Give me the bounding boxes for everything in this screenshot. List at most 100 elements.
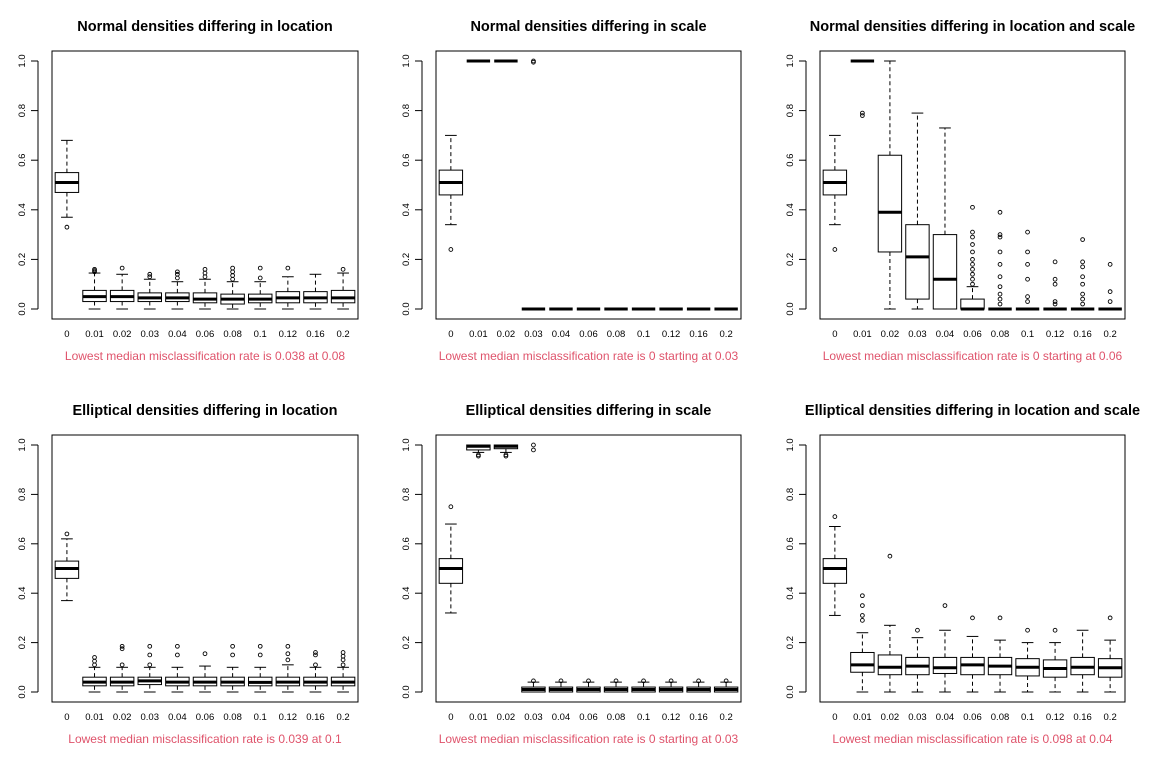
outlier-point [997,274,1003,280]
outlier-point [92,266,97,272]
y-tick-label: 0.2 [401,636,412,649]
outlier-point [313,662,318,668]
x-tick-label: 0.2 [336,712,349,723]
outlier-point [257,275,263,281]
outlier-point [970,271,975,277]
panel-title: Elliptical densities differing in locati… [72,403,337,419]
box-0.16 [686,678,711,693]
box-0.16 [303,273,328,310]
box-0.2 [1098,262,1122,311]
outlier-point [1052,627,1058,633]
outlier-point [448,504,454,510]
box-0.06 [192,266,218,310]
outlier-point [64,531,70,537]
outlier-point [860,113,865,118]
outlier-point [230,265,235,271]
x-tick-label: 0 [64,712,69,723]
x-tick-label: 0.01 [469,329,488,340]
outlier-point [92,658,97,664]
x-tick-label: 0.08 [607,712,626,723]
outlier-point [230,652,235,658]
box-0.06 [576,678,601,693]
box-body [438,558,464,584]
x-tick-label: 0.06 [196,712,215,723]
box-0.2 [1097,615,1123,693]
y-tick-label: 0.8 [401,104,412,117]
x-tick-label: 0.12 [279,329,298,340]
outlier-point [860,613,865,618]
outlier-point [175,643,180,649]
panel-4: Elliptical densities differing in locati… [17,403,359,746]
plot-frame [819,434,1126,703]
outlier-point [1080,281,1085,287]
x-tick-label: 0.01 [469,712,488,723]
box-0.08 [987,615,1013,693]
outlier-point [175,652,180,658]
y-tick-label: 0.0 [401,685,412,698]
x-tick-label: 0.12 [662,712,681,723]
x-tick-label: 0.01 [853,712,872,723]
outlier-point [147,643,153,649]
outlier-point [202,270,208,276]
outlier-point [531,442,536,448]
outlier-point [1080,291,1085,297]
x-tick-label: 0.08 [223,329,242,340]
box-0.06 [192,651,218,693]
x-tick-label: 0.02 [113,329,132,340]
box-0.08 [988,209,1012,311]
outlier-point [997,301,1003,307]
outlier-point [860,618,865,623]
y-tick-label: 1.0 [785,54,796,67]
panel-title: Normal densities differing in location [77,19,332,35]
outlier-point [860,593,865,599]
outlier-point [860,110,865,116]
box-0.12 [658,678,684,693]
outlier-point [257,652,263,658]
x-tick-label: 0.06 [196,329,215,340]
x-tick-label: 0.16 [1073,329,1092,340]
x-tick-label: 0.2 [1104,712,1117,723]
y-tick-label: 1.0 [17,438,28,451]
outlier-point [1052,276,1058,282]
outlier-point [175,271,180,277]
plot-frame [819,50,1126,320]
y-tick-label: 0.8 [401,488,412,501]
x-tick-label: 0.03 [524,712,543,723]
outlier-point [1025,627,1030,633]
outlier-point [119,646,125,652]
outlier-point [1025,299,1030,304]
outlier-point [175,269,180,275]
outlier-point [970,229,975,235]
outlier-point [1080,259,1085,265]
x-tick-label: 0.02 [497,329,516,340]
min-rate-note: Lowest median misclassification rate is … [65,349,345,363]
outlier-point [832,247,838,252]
x-tick-label: 0.12 [662,329,681,340]
box-0.01 [466,444,491,459]
outlier-point [285,643,291,649]
y-tick-label: 0.6 [401,537,412,550]
outlier-point [175,275,180,281]
x-tick-label: 0.08 [991,329,1010,340]
box-0.01 [850,593,875,693]
box-0.04 [165,269,190,310]
x-tick-label: 0.1 [254,712,267,723]
x-tick-label: 0.06 [579,329,598,340]
outlier-point [970,257,975,262]
box-0.2 [713,678,739,693]
outlier-point [997,284,1003,290]
outlier-point [1052,299,1058,304]
outlier-point [92,655,97,660]
outlier-point [147,271,153,277]
box-0.16 [1070,237,1095,311]
y-tick-label: 0.0 [785,685,796,698]
panel-2: Normal densities differing in scale 0.0 0.… [401,19,742,363]
y-tick-label: 1.0 [401,438,412,451]
box-0.06 [960,204,985,311]
outlier-point [997,291,1003,297]
box-0.04 [932,603,958,693]
x-tick-label: 0.16 [689,712,708,723]
outlier-point [340,662,346,668]
outlier-point [1052,301,1058,307]
outlier-point [970,281,975,287]
